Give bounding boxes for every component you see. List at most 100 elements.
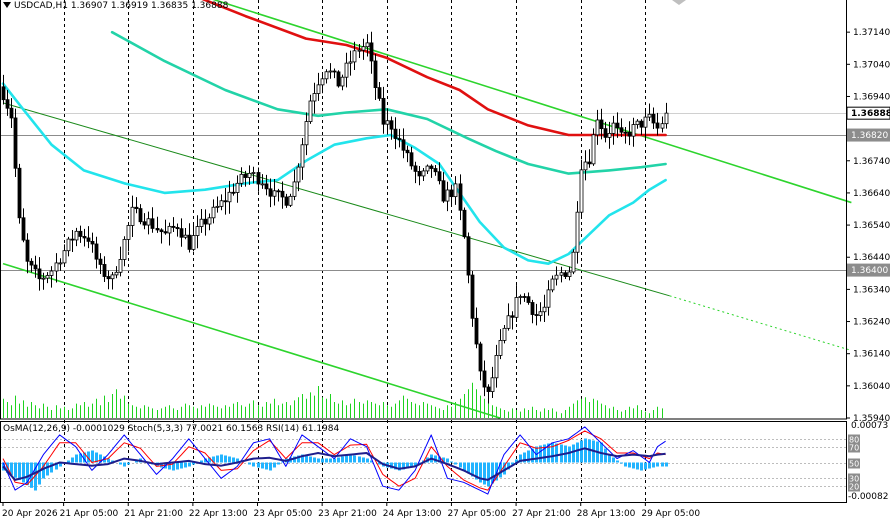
candle bbox=[389, 116, 394, 140]
rsi-line bbox=[2, 447, 666, 481]
candle-body bbox=[603, 128, 608, 138]
candle bbox=[260, 174, 265, 189]
candle bbox=[506, 303, 511, 331]
candle bbox=[146, 211, 151, 235]
candle bbox=[534, 303, 539, 326]
candle-body bbox=[33, 264, 38, 270]
candle bbox=[328, 63, 333, 79]
candle-body bbox=[167, 225, 172, 234]
candle-body bbox=[231, 191, 236, 194]
candle-body bbox=[211, 206, 216, 219]
candle bbox=[195, 215, 200, 249]
candle-body bbox=[542, 306, 547, 313]
candle bbox=[397, 128, 402, 148]
candle-body bbox=[163, 231, 168, 234]
candle bbox=[78, 225, 83, 243]
candle-body bbox=[393, 128, 398, 139]
candle bbox=[514, 285, 519, 323]
candle-body bbox=[90, 240, 95, 245]
candle bbox=[567, 266, 572, 281]
candle-body bbox=[110, 274, 115, 280]
candle-body bbox=[17, 167, 22, 219]
candle-body bbox=[276, 190, 281, 193]
osc-level-box bbox=[848, 481, 860, 492]
candle bbox=[223, 188, 228, 215]
candle bbox=[106, 270, 111, 290]
candle bbox=[134, 197, 139, 214]
candle-body bbox=[651, 113, 656, 124]
candle-body bbox=[114, 271, 119, 276]
candle bbox=[587, 149, 592, 168]
candle bbox=[526, 292, 531, 305]
candle-body bbox=[316, 84, 321, 94]
symbol-label: USDCAD,H1 bbox=[14, 1, 68, 11]
candle bbox=[292, 169, 297, 201]
candle-body bbox=[138, 208, 143, 223]
candle bbox=[324, 69, 329, 84]
candle-body bbox=[191, 235, 196, 250]
candle bbox=[437, 162, 442, 185]
candle-body bbox=[583, 161, 588, 171]
candle-body bbox=[655, 122, 660, 129]
osc-bottom-label: -0.00082 bbox=[848, 492, 888, 502]
candle-body bbox=[554, 274, 559, 280]
scroll-marker-icon[interactable] bbox=[672, 0, 686, 5]
candle bbox=[599, 108, 604, 140]
trend-line bbox=[2, 102, 670, 297]
candle bbox=[651, 107, 656, 129]
candle bbox=[239, 167, 244, 188]
candle-body bbox=[340, 76, 345, 87]
candle-body bbox=[462, 209, 467, 238]
candle bbox=[54, 253, 59, 283]
candle-body bbox=[247, 172, 252, 178]
candle bbox=[155, 216, 160, 233]
candle-body bbox=[300, 144, 305, 168]
candle-body bbox=[417, 171, 422, 177]
candle-body bbox=[348, 61, 353, 64]
candle-body bbox=[256, 172, 261, 185]
candle bbox=[365, 34, 370, 57]
candle bbox=[490, 366, 495, 398]
candle bbox=[9, 98, 14, 129]
candle-body bbox=[58, 262, 63, 265]
candle-body bbox=[49, 270, 54, 276]
candle-body bbox=[466, 236, 471, 276]
candle-body bbox=[494, 355, 499, 379]
price-label-text: 1.36400 bbox=[851, 266, 888, 276]
candle bbox=[62, 244, 67, 267]
candle-body bbox=[526, 296, 531, 303]
candle bbox=[405, 145, 410, 163]
candle bbox=[94, 236, 99, 269]
x-tick-label: 27 Apr 05:00 bbox=[447, 509, 506, 519]
candle-body bbox=[122, 239, 127, 260]
candle bbox=[575, 201, 580, 264]
candle bbox=[90, 232, 95, 253]
candle bbox=[304, 112, 309, 156]
candle bbox=[179, 218, 184, 247]
candle-body bbox=[409, 152, 414, 167]
candle-body bbox=[102, 264, 107, 277]
candle bbox=[627, 121, 632, 146]
candle-body bbox=[320, 78, 325, 86]
x-tick-label: 20 Apr 2026 bbox=[2, 509, 58, 519]
candle-body bbox=[126, 225, 131, 240]
osc-level-box bbox=[848, 434, 860, 445]
candle-body bbox=[413, 165, 418, 172]
x-tick-label: 23 Apr 05:00 bbox=[254, 509, 313, 519]
candle bbox=[312, 82, 317, 114]
x-tick-label: 27 Apr 21:00 bbox=[512, 509, 571, 519]
candle bbox=[518, 294, 523, 305]
candle bbox=[413, 161, 418, 184]
candle bbox=[21, 208, 26, 243]
candle-body bbox=[486, 386, 491, 392]
candle-body bbox=[150, 218, 155, 229]
candle-body bbox=[449, 189, 454, 198]
stoch-main-line bbox=[2, 426, 666, 495]
candle bbox=[623, 126, 628, 144]
candle bbox=[235, 175, 240, 203]
candle bbox=[449, 184, 454, 207]
candle bbox=[130, 195, 135, 238]
candle-body bbox=[478, 343, 483, 372]
candle-body bbox=[498, 340, 503, 356]
